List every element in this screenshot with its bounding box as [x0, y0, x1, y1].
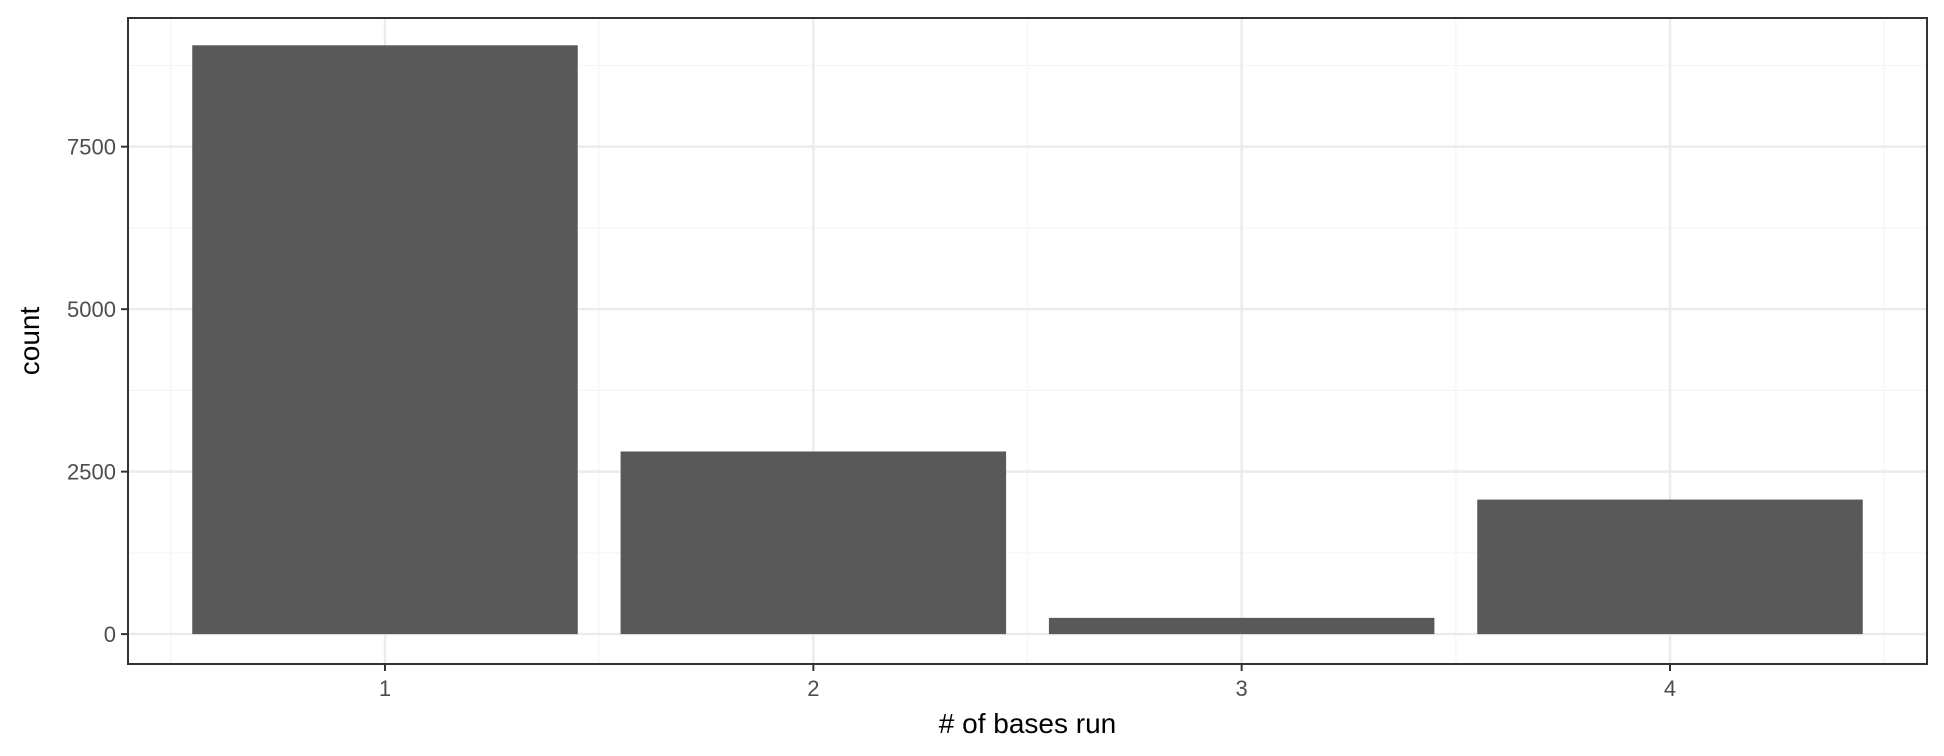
bar-1 — [192, 45, 578, 635]
y-tick-label: 5000 — [67, 297, 116, 322]
y-tick-label: 2500 — [67, 460, 116, 485]
bars — [192, 45, 1863, 635]
x-tick-label: 1 — [379, 676, 391, 701]
tick-labels: 0 2500 5000 7500 1 2 3 4 — [67, 135, 1676, 701]
y-tick-label: 0 — [104, 622, 116, 647]
panel-border — [127, 17, 1928, 665]
x-axis-title: # of bases run — [939, 708, 1116, 739]
axis-ticks — [121, 145, 1671, 671]
x-tick-label: 4 — [1664, 676, 1676, 701]
x-tick-label: 3 — [1236, 676, 1248, 701]
bar-4 — [1477, 499, 1863, 635]
bar-2 — [620, 451, 1007, 635]
y-tick-label: 7500 — [67, 135, 116, 160]
bar-3 — [1048, 617, 1435, 635]
x-tick-label: 2 — [807, 676, 819, 701]
y-axis-title: count — [14, 307, 45, 376]
